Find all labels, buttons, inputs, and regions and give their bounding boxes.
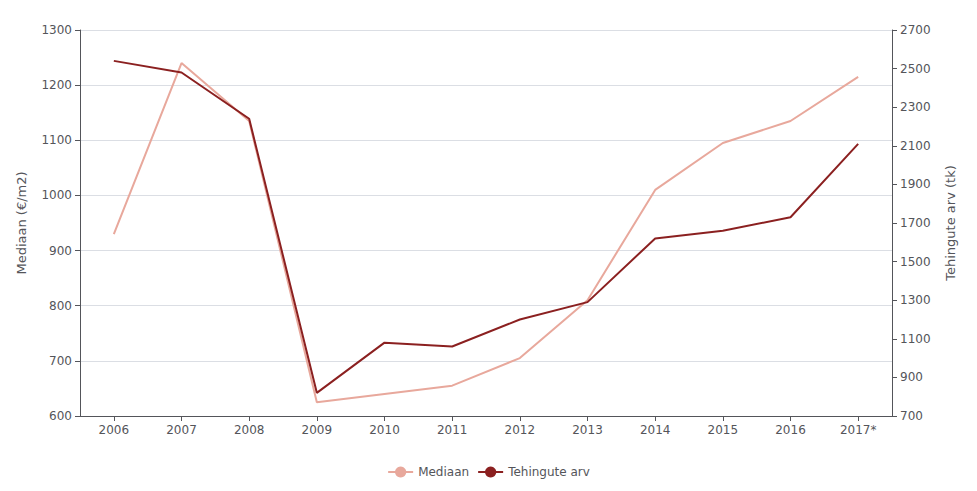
svg-text:1900: 1900 (900, 177, 931, 191)
svg-text:1300: 1300 (41, 23, 72, 37)
svg-text:2012: 2012 (505, 423, 536, 437)
svg-text:2007: 2007 (166, 423, 197, 437)
svg-text:2014: 2014 (640, 423, 671, 437)
svg-text:1300: 1300 (900, 293, 931, 307)
svg-text:2500: 2500 (900, 62, 931, 76)
svg-text:2013: 2013 (572, 423, 603, 437)
svg-text:800: 800 (49, 299, 72, 313)
svg-text:2016: 2016 (775, 423, 806, 437)
svg-text:2100: 2100 (900, 139, 931, 153)
svg-text:2300: 2300 (900, 100, 931, 114)
svg-text:2009: 2009 (302, 423, 333, 437)
svg-text:Mediaan: Mediaan (418, 465, 469, 479)
svg-text:1100: 1100 (41, 133, 72, 147)
svg-text:900: 900 (900, 370, 923, 384)
svg-text:1000: 1000 (41, 188, 72, 202)
svg-text:2011: 2011 (437, 423, 468, 437)
svg-text:2010: 2010 (369, 423, 400, 437)
svg-text:2008: 2008 (234, 423, 265, 437)
svg-text:1700: 1700 (900, 216, 931, 230)
svg-text:2700: 2700 (900, 23, 931, 37)
svg-text:Mediaan (€/m2): Mediaan (€/m2) (14, 171, 29, 274)
svg-text:2015: 2015 (708, 423, 739, 437)
svg-text:900: 900 (49, 244, 72, 258)
svg-text:2017*: 2017* (840, 423, 877, 437)
svg-text:1100: 1100 (900, 332, 931, 346)
svg-text:700: 700 (49, 354, 72, 368)
svg-text:2006: 2006 (99, 423, 130, 437)
svg-text:Tehingute arv: Tehingute arv (507, 465, 590, 479)
svg-text:700: 700 (900, 409, 923, 423)
svg-text:Tehingute arv (tk): Tehingute arv (tk) (943, 165, 958, 281)
svg-text:600: 600 (49, 409, 72, 423)
svg-text:1500: 1500 (900, 255, 931, 269)
svg-text:1200: 1200 (41, 78, 72, 92)
